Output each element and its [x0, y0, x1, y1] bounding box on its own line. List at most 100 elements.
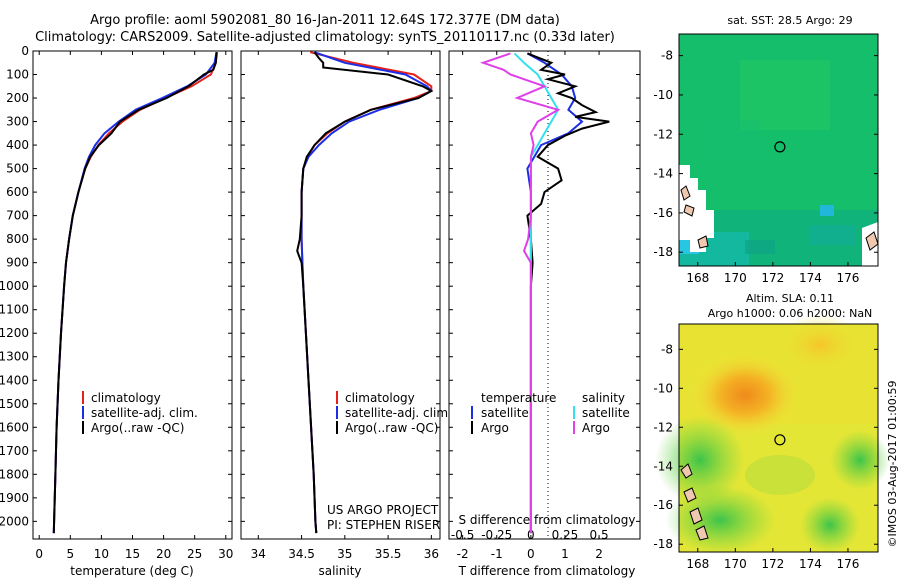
map-y-tick-label: -8	[661, 342, 673, 356]
temperature-x-tick-label: 5	[66, 547, 74, 561]
sla-heatmap	[655, 315, 890, 555]
footer-credit: ©IMOS 03-Aug-2017 01:00:59	[886, 381, 899, 548]
depth-tick-label: 1500	[0, 397, 29, 411]
map-x-tick-label: 172	[761, 271, 784, 285]
depth-tick-label: 700	[6, 209, 29, 223]
legend-label-t-argo: Argo	[481, 421, 509, 435]
depth-tick-label: 0	[21, 44, 29, 58]
sla-map-ticks: -8 -10 -12 -14 -16 -18 168 170 172 174 176	[653, 342, 878, 571]
depth-tick-label: 1100	[0, 303, 29, 317]
difference-t-tick-label: 1	[561, 547, 569, 561]
salinity-x-tick-label: 35	[337, 547, 352, 561]
project-annotation: US ARGO PROJECT	[327, 503, 439, 517]
difference-s-tick-label: -0.5	[451, 528, 474, 542]
depth-tick-label: 200	[6, 91, 29, 105]
temperature-x-tick-label: 15	[125, 547, 140, 561]
depth-axis-ticks: 0 100 200 300 400 500 600 700 800 900 1000 1100 1200…	[0, 44, 232, 528]
map-x-tick-label: 170	[724, 271, 747, 285]
depth-tick-label: 400	[6, 138, 29, 152]
depth-tick-label: 1200	[0, 326, 29, 340]
sst-argo-position-marker	[774, 141, 786, 153]
difference-depth-ticks	[449, 50, 640, 522]
difference-t-tick-label: 2	[595, 547, 603, 561]
depth-tick-label: 300	[6, 115, 29, 129]
depth-tick-label: 1800	[0, 467, 29, 481]
salinity-x-tick-label: 35.5	[375, 547, 402, 561]
temperature-legend: climatology satellite-adj. clim. Argo(..…	[82, 391, 198, 435]
difference-s-tick-label: 0.5	[590, 528, 609, 542]
map-x-tick-label: 170	[724, 557, 747, 571]
salinity-lines	[296, 51, 434, 534]
legend-label-climatology: climatology	[345, 391, 415, 405]
temperature-line-argo	[52, 52, 218, 534]
map-y-tick-label: -16	[653, 498, 673, 512]
s-difference-label: S difference from climatology	[459, 513, 636, 527]
salinity-x-tick-label: 34	[251, 547, 266, 561]
map-x-tick-label: 176	[837, 271, 860, 285]
map-y-tick-label: -14	[653, 167, 673, 181]
map-y-tick-label: -18	[653, 245, 673, 259]
difference-x-ticks: -2 -1 0 1 2 -0.5 -0.25 0 0.25 0.5	[451, 51, 609, 561]
difference-s-tick-label: 0	[527, 528, 535, 542]
temperature-panel: 0100200300400500600700800900100011001200…	[0, 44, 233, 578]
depth-tick-label: 1900	[0, 491, 29, 505]
difference-t-tick-label: 0	[527, 547, 535, 561]
legend-title-temperature: temperature	[481, 391, 556, 405]
difference-panel: -2 -1 0 1 2 -0.5 -0.25 0 0.25 0.5 temperature sat…	[448, 50, 641, 578]
sla-argo-position-marker	[774, 434, 786, 446]
sla-map-panel: Altim. SLA: 0.11 Argo h1000: 0.06 h2000:…	[653, 292, 890, 571]
sst-islands-west	[680, 185, 709, 249]
legend-label-s-satellite: satellite	[582, 406, 630, 420]
temperature-xlabel: temperature (deg C)	[70, 564, 193, 578]
map-y-tick-label: -10	[653, 381, 673, 395]
salinity-x-ticks: 34 34.5 35 35.5 36	[251, 51, 439, 561]
sla-islands	[680, 463, 709, 541]
sla-map-frame	[678, 323, 879, 553]
salinity-legend: climatology satellite-adj. clim. Argo(..…	[336, 391, 452, 435]
legend-label-s-argo: Argo	[582, 421, 610, 435]
sst-land-mask-west	[679, 165, 714, 252]
salinity-axes-frame	[240, 50, 441, 540]
map-x-tick-label: 174	[799, 271, 822, 285]
sla-map-title-2: Argo h1000: 0.06 h2000: NaN	[708, 307, 873, 320]
map-y-tick-label: -14	[653, 459, 673, 473]
map-x-tick-label: 172	[761, 557, 784, 571]
sst-map-title: sat. SST: 28.5 Argo: 29	[727, 14, 852, 27]
legend-label-t-satellite: satellite	[481, 406, 529, 420]
depth-tick-label: 1300	[0, 350, 29, 364]
legend-label-satellite: satellite-adj. clim.	[91, 406, 198, 420]
temperature-x-tick-label: 0	[35, 547, 43, 561]
depth-tick-label: 1000	[0, 279, 29, 293]
depth-tick-label: 1700	[0, 444, 29, 458]
difference-legend: temperature satellite Argo salinity sate…	[471, 391, 630, 435]
temperature-x-tick-label: 20	[156, 547, 171, 561]
temperature-axes-frame	[32, 50, 233, 540]
map-y-tick-label: -10	[653, 88, 673, 102]
map-x-tick-label: 168	[686, 557, 709, 571]
difference-axes-frame	[448, 50, 641, 540]
difference-line-s-argo	[480, 52, 561, 534]
salinity-x-tick-label: 34.5	[288, 547, 315, 561]
temperature-x-tick-label: 10	[94, 547, 109, 561]
legend-label-argo: Argo(..raw -QC)	[345, 421, 438, 435]
t-difference-label: T difference from climatology	[458, 564, 636, 578]
legend-label-satellite: satellite-adj. clim.	[345, 406, 452, 420]
depth-tick-label: 2000	[0, 514, 29, 528]
temperature-x-tick-label: 30	[218, 547, 233, 561]
salinity-depth-ticks	[241, 50, 440, 522]
legend-label-argo: Argo(..raw -QC)	[91, 421, 184, 435]
sst-map-frame	[678, 33, 879, 267]
temperature-x-ticks: 0 5 10 15 20 25 30	[35, 51, 233, 561]
sst-map-ticks: -8 -10 -12 -14 -16 -18 168 170 172 174 176	[653, 49, 878, 285]
depth-tick-label: 900	[6, 256, 29, 270]
salinity-xlabel: salinity	[318, 564, 361, 578]
map-x-tick-label: 176	[837, 557, 860, 571]
depth-tick-label: 600	[6, 185, 29, 199]
legend-label-climatology: climatology	[91, 391, 161, 405]
difference-t-tick-label: -1	[491, 547, 503, 561]
difference-t-tick-label: -2	[457, 547, 469, 561]
map-y-tick-label: -18	[653, 537, 673, 551]
depth-tick-label: 1400	[0, 373, 29, 387]
map-y-tick-label: -12	[653, 127, 673, 141]
salinity-x-tick-label: 36	[424, 547, 439, 561]
